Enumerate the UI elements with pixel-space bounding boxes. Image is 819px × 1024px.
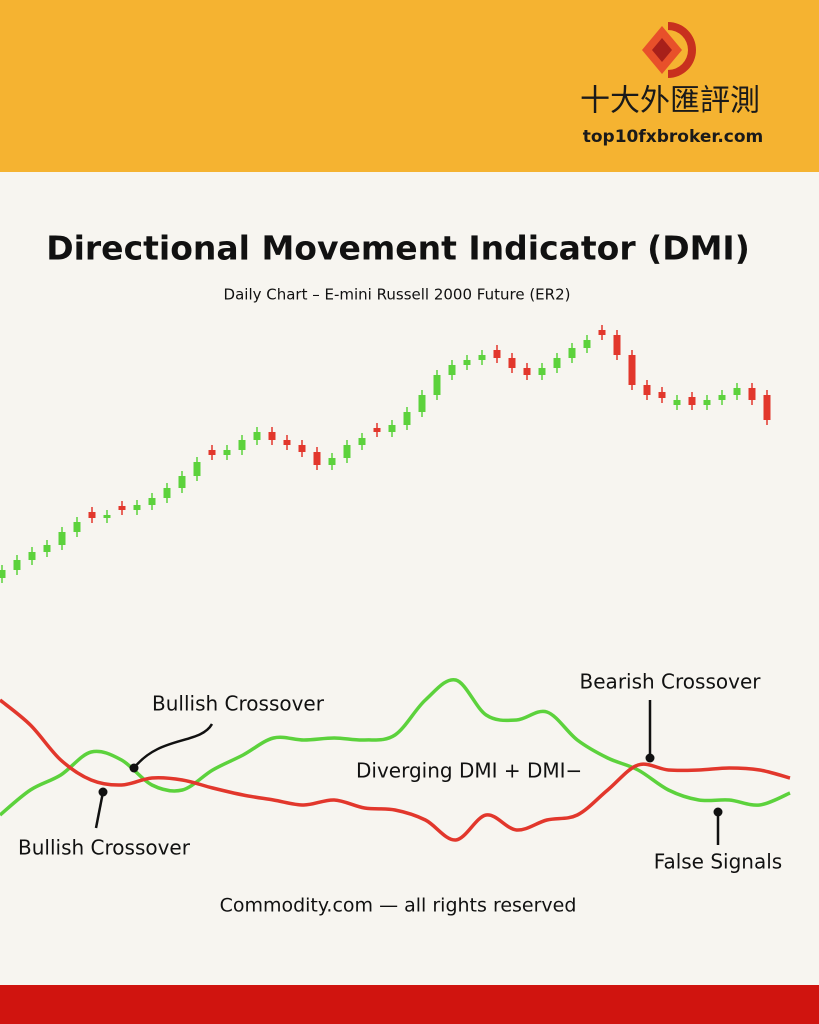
- candle-body: [268, 432, 276, 440]
- candle-body: [478, 355, 486, 360]
- annotation: Bearish Crossover: [580, 670, 762, 694]
- dmi-line: [0, 698, 791, 842]
- candle-body: [373, 428, 381, 432]
- candle-body: [283, 440, 291, 445]
- candle-body: [0, 570, 6, 578]
- candle-body: [43, 545, 51, 552]
- candle-body: [88, 512, 96, 518]
- candle-body: [343, 445, 351, 458]
- candle-body: [103, 515, 111, 518]
- arrow-head: [713, 807, 723, 817]
- chart-subtitle: Daily Chart – E-mini Russell 2000 Future…: [224, 286, 571, 304]
- candle-body: [508, 358, 516, 368]
- footer-band: [0, 985, 819, 1024]
- annotation: False Signals: [654, 850, 782, 874]
- annotation: Bullish Crossover: [18, 836, 191, 860]
- arrow: [94, 791, 105, 829]
- candle-body: [298, 445, 306, 452]
- candle-body: [418, 395, 426, 412]
- candle-body: [358, 438, 366, 445]
- candle-body: [238, 440, 246, 450]
- candle-body: [523, 368, 531, 375]
- site: top10fxbroker.com: [583, 127, 764, 147]
- annotation: Diverging DMI + DMI−: [356, 759, 582, 783]
- arrow-head: [645, 753, 655, 763]
- candle-body: [28, 552, 36, 560]
- candle-body: [538, 368, 546, 375]
- arrow-head: [98, 787, 108, 797]
- candle-body: [703, 400, 711, 405]
- candle-body: [433, 375, 441, 395]
- brand: 十大外匯評測: [580, 84, 760, 119]
- chart-title: Directional Movement Indicator (DMI): [46, 229, 750, 268]
- candle-body: [193, 462, 201, 476]
- candle-body: [463, 360, 471, 365]
- candle-body: [253, 432, 261, 440]
- candle-body: [628, 355, 636, 385]
- candle-body: [598, 330, 606, 335]
- candle-body: [178, 476, 186, 488]
- candle-body: [328, 458, 336, 465]
- candle-body: [763, 395, 771, 420]
- candle-body: [553, 358, 561, 368]
- candle-body: [658, 392, 666, 398]
- candle-body: [13, 560, 21, 570]
- candle-body: [403, 412, 411, 425]
- candle-body: [223, 450, 231, 455]
- candle-body: [493, 350, 501, 358]
- candle-body: [73, 522, 81, 532]
- candle-body: [448, 365, 456, 375]
- candle-body: [718, 395, 726, 400]
- candle-body: [613, 335, 621, 355]
- logo: [642, 22, 696, 78]
- candle-body: [568, 348, 576, 358]
- body: [0, 172, 819, 985]
- candle-body: [58, 532, 66, 545]
- arrow: [133, 723, 214, 769]
- candle-body: [133, 505, 141, 510]
- candle-body: [673, 400, 681, 405]
- candle-body: [733, 388, 741, 395]
- candle-body: [643, 385, 651, 395]
- candle-body: [148, 498, 156, 505]
- candle-body: [163, 488, 171, 498]
- candle-body: [118, 506, 126, 510]
- candle-body: [208, 450, 216, 455]
- candle-body: [688, 397, 696, 405]
- annotation: Bullish Crossover: [152, 692, 325, 716]
- footer: Commodity.com — all rights reserved: [220, 895, 577, 917]
- candle-body: [313, 452, 321, 465]
- arrow-head: [129, 763, 139, 773]
- candle-body: [748, 388, 756, 400]
- candle-body: [388, 425, 396, 432]
- candle-body: [583, 340, 591, 348]
